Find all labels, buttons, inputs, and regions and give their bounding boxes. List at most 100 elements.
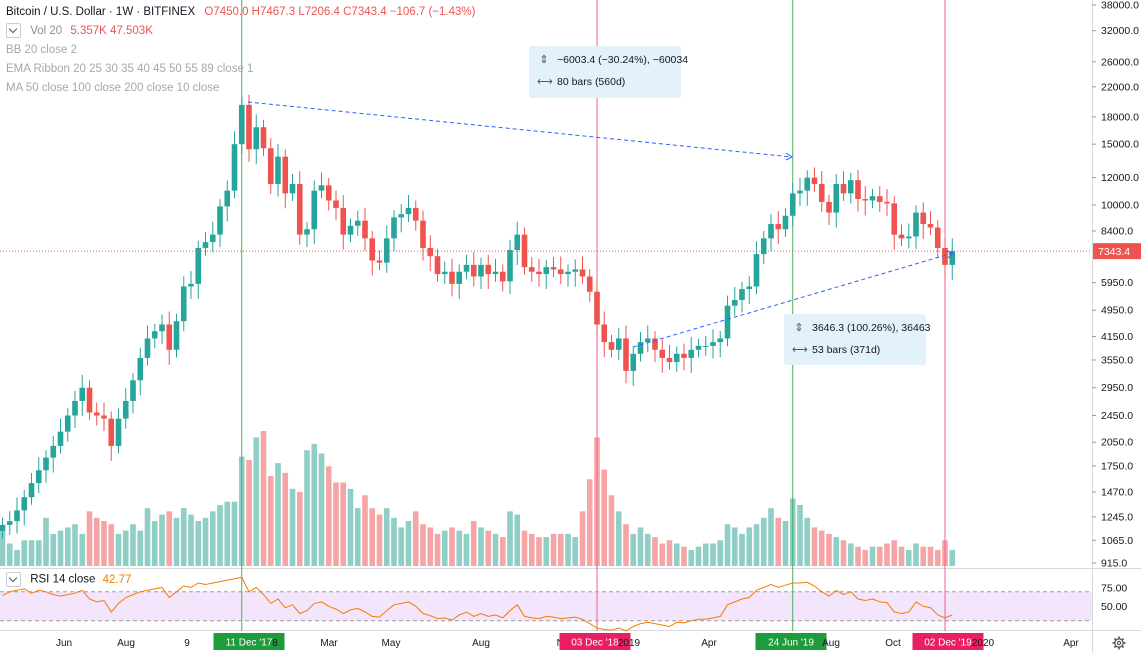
candle[interactable] (376, 250, 383, 271)
candle[interactable] (789, 183, 796, 226)
candle[interactable] (818, 171, 825, 213)
candle[interactable] (318, 172, 325, 199)
candle[interactable] (470, 251, 477, 287)
candle[interactable] (760, 231, 767, 265)
candle[interactable] (412, 200, 419, 231)
candle[interactable] (383, 225, 390, 273)
candle[interactable] (811, 167, 818, 192)
candle[interactable] (499, 264, 506, 292)
candle[interactable] (768, 213, 774, 251)
candle[interactable] (898, 224, 905, 246)
candle[interactable] (891, 196, 898, 250)
candle[interactable] (586, 269, 593, 302)
candle[interactable] (869, 188, 876, 209)
candle[interactable] (717, 331, 724, 358)
candle[interactable] (246, 94, 252, 162)
candle[interactable] (702, 335, 709, 356)
candle[interactable] (434, 248, 441, 282)
candle[interactable] (557, 256, 564, 285)
candle[interactable] (826, 194, 832, 226)
candle[interactable] (202, 231, 209, 256)
candle[interactable] (623, 325, 629, 384)
candle[interactable] (173, 313, 180, 358)
candle[interactable] (260, 119, 267, 156)
candle[interactable] (122, 388, 129, 429)
candle[interactable] (231, 131, 238, 199)
candle[interactable] (72, 390, 78, 429)
candle[interactable] (536, 258, 542, 287)
measure-box-decline[interactable]: ⇕ −6003.4 (−30.24%), −60034 ⟷ 80 bars (560… (529, 46, 688, 98)
candle[interactable] (572, 259, 579, 287)
candle[interactable] (86, 380, 93, 421)
candle[interactable] (913, 205, 919, 249)
collapse-rsi-button[interactable] (6, 572, 21, 587)
candle[interactable] (514, 221, 521, 265)
candle[interactable] (905, 223, 912, 249)
candle[interactable] (362, 207, 368, 251)
candle[interactable] (21, 489, 28, 526)
candle[interactable] (289, 173, 296, 202)
candle[interactable] (441, 261, 448, 285)
candle[interactable] (43, 450, 49, 483)
candle[interactable] (797, 177, 803, 206)
candle[interactable] (209, 221, 216, 253)
candle[interactable] (862, 186, 869, 216)
candle[interactable] (934, 220, 941, 259)
candle[interactable] (521, 227, 528, 275)
candle[interactable] (391, 210, 397, 251)
candle[interactable] (405, 195, 412, 222)
candle[interactable] (594, 281, 600, 337)
candle[interactable] (6, 511, 13, 535)
candle[interactable] (93, 402, 100, 426)
candle[interactable] (325, 177, 332, 211)
candle[interactable] (804, 170, 811, 206)
candle[interactable] (347, 218, 354, 243)
candle[interactable] (478, 257, 484, 289)
candle[interactable] (57, 418, 64, 454)
candle[interactable] (50, 435, 57, 473)
measure-box-rise[interactable]: ⇕ 3646.3 (100.26%), 36463 ⟷ 53 bars (371d) (784, 314, 931, 365)
candle[interactable] (695, 338, 702, 358)
candle[interactable] (949, 238, 956, 280)
candle[interactable] (855, 169, 861, 212)
candle[interactable] (731, 287, 738, 316)
candle[interactable] (238, 97, 245, 155)
candle[interactable] (144, 325, 151, 366)
candle[interactable] (420, 210, 426, 261)
candle[interactable] (485, 254, 492, 290)
candle[interactable] (724, 295, 731, 347)
candle[interactable] (224, 180, 231, 222)
candle[interactable] (166, 311, 173, 365)
candle[interactable] (333, 190, 339, 221)
candle[interactable] (710, 329, 716, 359)
candle[interactable] (130, 372, 136, 414)
candle[interactable] (507, 239, 513, 294)
candle[interactable] (746, 276, 753, 305)
candle[interactable] (847, 172, 854, 204)
candle[interactable] (101, 402, 107, 432)
candle[interactable] (427, 235, 434, 272)
candle[interactable] (630, 346, 637, 386)
candle[interactable] (151, 323, 158, 349)
candle[interactable] (833, 173, 840, 228)
candle[interactable] (137, 347, 144, 396)
collapse-legend-button[interactable] (6, 23, 21, 39)
rsi-line[interactable] (2, 576, 953, 632)
candle[interactable] (543, 259, 550, 290)
candle[interactable] (195, 240, 202, 299)
candle[interactable] (659, 339, 666, 373)
candle[interactable] (637, 331, 644, 362)
candle[interactable] (456, 264, 463, 299)
candle[interactable] (681, 343, 687, 371)
candle[interactable] (188, 271, 194, 299)
candle[interactable] (492, 258, 499, 282)
candle[interactable] (64, 408, 71, 442)
price-axis[interactable]: 38000.0 32000.0 26000.0 22000.0 18000.0 15000… (1092, 0, 1139, 613)
candle[interactable] (253, 114, 260, 165)
candle[interactable] (688, 336, 695, 373)
candle[interactable] (666, 344, 673, 370)
candle[interactable] (79, 374, 86, 416)
candle[interactable] (28, 472, 35, 505)
